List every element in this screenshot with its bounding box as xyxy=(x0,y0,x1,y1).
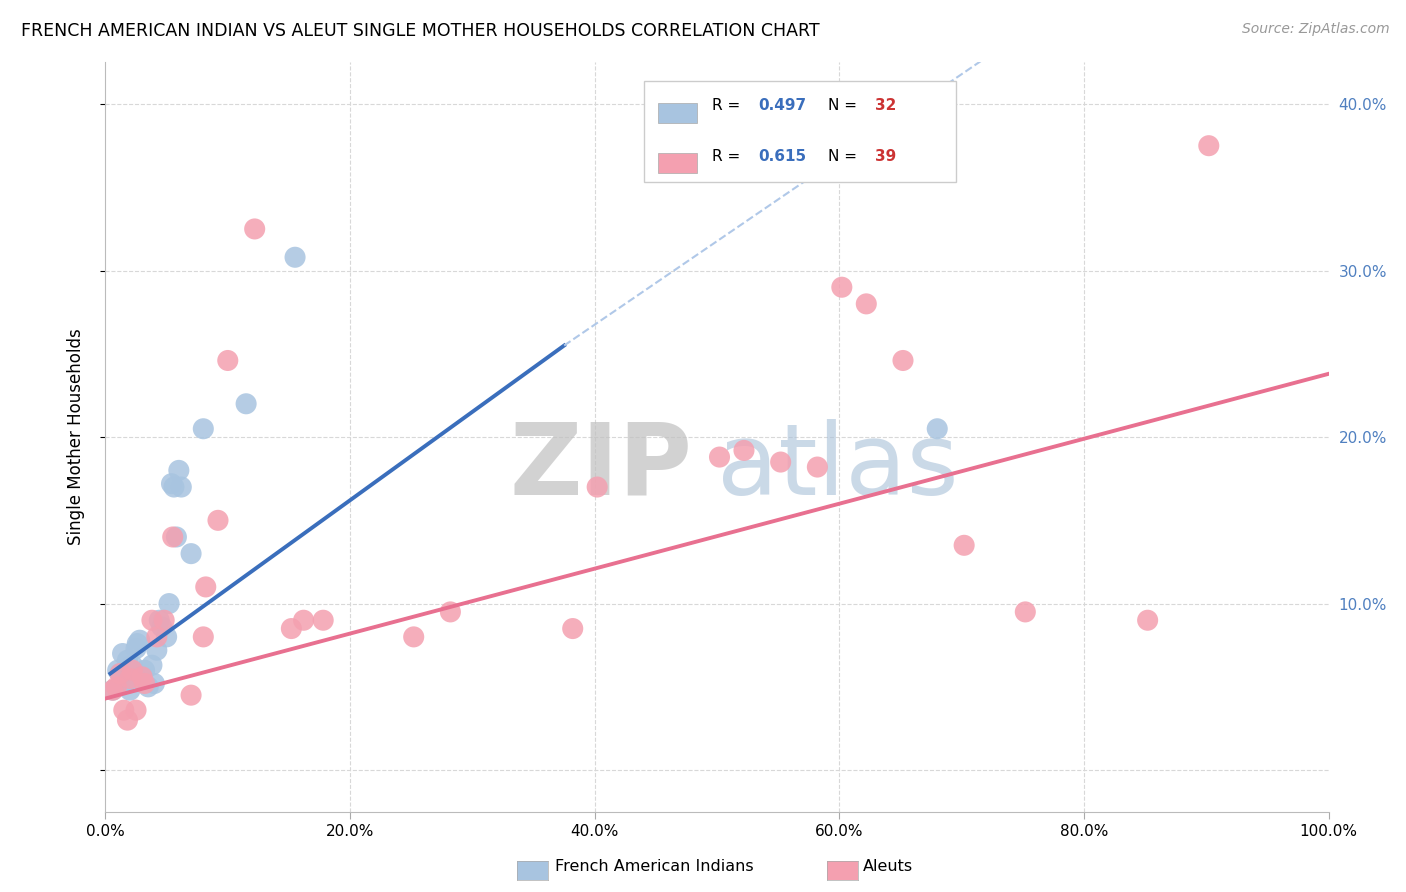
Point xyxy=(143,676,166,690)
Point xyxy=(243,222,266,236)
Point xyxy=(235,397,257,411)
Point xyxy=(114,676,136,690)
Point xyxy=(117,713,139,727)
Point xyxy=(125,703,148,717)
Text: FRENCH AMERICAN INDIAN VS ALEUT SINGLE MOTHER HOUSEHOLDS CORRELATION CHART: FRENCH AMERICAN INDIAN VS ALEUT SINGLE M… xyxy=(21,22,820,40)
Point xyxy=(733,443,755,458)
Point xyxy=(157,597,180,611)
Point xyxy=(156,630,179,644)
Point xyxy=(292,613,315,627)
Point xyxy=(806,460,828,475)
Text: 32: 32 xyxy=(875,98,896,113)
Point xyxy=(194,580,217,594)
Point xyxy=(134,663,156,677)
Point xyxy=(112,703,135,717)
Point xyxy=(709,450,731,464)
Point xyxy=(891,353,914,368)
Point xyxy=(134,676,156,690)
Point xyxy=(312,613,335,627)
Bar xyxy=(658,103,697,123)
Point xyxy=(217,353,239,368)
Text: R =: R = xyxy=(713,98,745,113)
Point xyxy=(167,463,190,477)
Point xyxy=(121,663,143,677)
Point xyxy=(148,613,170,627)
Text: 39: 39 xyxy=(875,149,896,163)
Point xyxy=(121,658,143,673)
Text: N =: N = xyxy=(828,149,862,163)
Point xyxy=(105,680,128,694)
Point xyxy=(118,683,141,698)
Point xyxy=(1014,605,1036,619)
Point xyxy=(108,666,131,681)
Point xyxy=(141,658,163,673)
Point xyxy=(180,547,202,561)
Y-axis label: Single Mother Households: Single Mother Households xyxy=(66,329,84,545)
Point xyxy=(207,513,229,527)
Point xyxy=(402,630,425,644)
Point xyxy=(107,663,129,677)
Text: 0.497: 0.497 xyxy=(759,98,807,113)
Point xyxy=(150,620,173,634)
Point xyxy=(125,641,148,656)
Point xyxy=(831,280,853,294)
Point xyxy=(193,422,215,436)
Point xyxy=(769,455,792,469)
Point xyxy=(136,680,159,694)
Point xyxy=(928,163,950,178)
Point xyxy=(1136,613,1159,627)
Point xyxy=(193,630,215,644)
Point xyxy=(180,688,202,702)
Point xyxy=(127,636,149,650)
Text: 0.615: 0.615 xyxy=(759,149,807,163)
Point xyxy=(561,622,583,636)
Text: ZIP: ZIP xyxy=(510,418,693,516)
Point xyxy=(117,653,139,667)
Text: R =: R = xyxy=(713,149,745,163)
Point xyxy=(101,683,124,698)
Point xyxy=(141,613,163,627)
Point xyxy=(855,297,877,311)
Point xyxy=(953,538,976,552)
Text: N =: N = xyxy=(828,98,862,113)
Point xyxy=(160,476,183,491)
Point xyxy=(118,672,141,686)
Text: French American Indians: French American Indians xyxy=(555,859,754,873)
Point xyxy=(284,250,307,264)
Point xyxy=(586,480,609,494)
Point xyxy=(165,530,187,544)
Point xyxy=(131,670,153,684)
Text: atlas: atlas xyxy=(717,418,959,516)
FancyBboxPatch shape xyxy=(644,81,956,182)
Point xyxy=(146,630,169,644)
Point xyxy=(439,605,461,619)
Point xyxy=(111,647,134,661)
Point xyxy=(131,670,153,684)
Text: Source: ZipAtlas.com: Source: ZipAtlas.com xyxy=(1241,22,1389,37)
Point xyxy=(146,643,169,657)
Point xyxy=(153,613,176,627)
Point xyxy=(163,480,186,494)
Point xyxy=(128,633,150,648)
Point xyxy=(170,480,193,494)
Point xyxy=(101,683,124,698)
Bar xyxy=(658,153,697,173)
Point xyxy=(927,422,949,436)
Point xyxy=(108,666,131,681)
Point xyxy=(124,666,146,681)
Text: Aleuts: Aleuts xyxy=(863,859,914,873)
Point xyxy=(280,622,302,636)
Point xyxy=(1198,138,1220,153)
Point xyxy=(162,530,184,544)
